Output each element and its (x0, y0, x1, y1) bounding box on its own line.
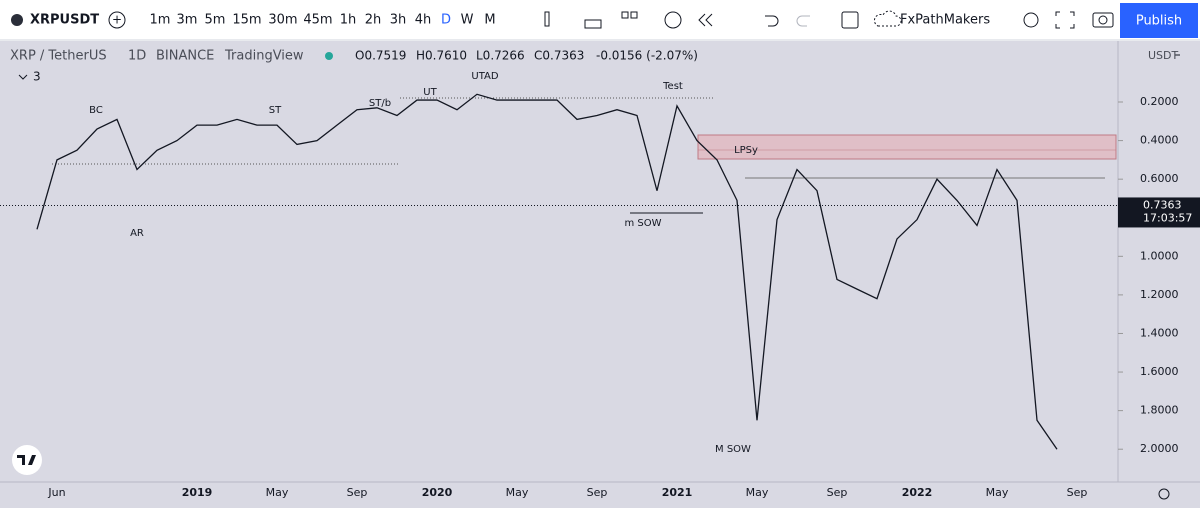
x-tick-label: Sep (1067, 486, 1088, 499)
templates-icon[interactable] (621, 11, 629, 19)
legend-high: H0.7610 (416, 49, 467, 63)
y-tick-label: 1.8000 (1140, 404, 1179, 417)
alert-icon[interactable] (664, 11, 682, 29)
x-tick-label: 2022 (902, 486, 933, 499)
x-tick-label: Sep (347, 486, 368, 499)
y-tick-label: 1.6000 (1140, 365, 1179, 378)
toolbar-icons (544, 10, 1180, 56)
legend-open: O0.7519 (355, 49, 406, 63)
cloud-icon (873, 10, 902, 27)
chart-pane (0, 41, 1118, 482)
undo-icon[interactable] (765, 15, 779, 27)
x-tick-label: Sep (587, 486, 608, 499)
annotation: UT (423, 87, 437, 98)
drawings (52, 97, 1117, 214)
annotation: ST (269, 105, 282, 116)
x-tick-label: Sep (827, 486, 848, 499)
x-tick-label: May (986, 486, 1009, 499)
x-tick-label: 2019 (182, 486, 213, 499)
symbol[interactable]: XRPUSDT (30, 13, 99, 28)
legend-change: -0.0156 (-2.07%) (596, 49, 698, 63)
snapshot-icon[interactable] (1092, 12, 1114, 28)
interval-button[interactable]: 1h (340, 13, 357, 28)
replay-icon[interactable] (698, 13, 713, 27)
collapse-icon[interactable] (18, 74, 28, 80)
interval-button[interactable]: 3h (390, 13, 407, 28)
y-tick-label: 0.2000 (1140, 95, 1179, 108)
countdown-label: 17:03:57 (1143, 211, 1192, 224)
interval-button[interactable]: 4h (415, 13, 432, 28)
fullscreen-icon[interactable] (1055, 11, 1075, 29)
currency-label[interactable]: USDT (1148, 49, 1179, 62)
templates-icon (630, 11, 638, 19)
plus-icon: + (112, 13, 122, 27)
indicator-count: 3 (33, 70, 41, 84)
annotation: Test (662, 81, 683, 92)
tradingview-logo[interactable] (12, 445, 42, 475)
market-status (325, 52, 333, 60)
annotation: BC (89, 105, 103, 116)
price-line (36, 93, 1058, 450)
interval-button[interactable]: 5m (205, 13, 226, 28)
lpsy-zone (697, 134, 1117, 160)
interval-button[interactable]: 30m (268, 13, 297, 28)
legend-interval: 1D (128, 49, 146, 64)
y-tick-label: 0.6000 (1140, 172, 1179, 185)
logo-mark (17, 455, 36, 465)
interval-button[interactable]: 15m (232, 13, 261, 28)
annotation: m SOW (624, 218, 661, 229)
interval-button[interactable]: 3m (177, 13, 198, 28)
x-tick-label: 2020 (422, 486, 453, 499)
time-axis (0, 482, 1200, 508)
y-tick-label: 1.4000 (1140, 326, 1179, 339)
interval-button[interactable]: D (441, 13, 451, 28)
y-tick-label: 0.4000 (1140, 134, 1179, 147)
interval-button[interactable]: M (484, 13, 495, 28)
interval-button[interactable]: 45m (303, 13, 332, 28)
x-tick-label: May (266, 486, 289, 499)
x-tick-label: Jun (47, 486, 65, 499)
snapshot-lens (1098, 15, 1108, 25)
layout-name[interactable]: FxPathMakers (900, 13, 990, 28)
annotation: AR (130, 228, 144, 239)
fullscreen-select[interactable] (841, 11, 859, 29)
axis-settings[interactable] (1158, 488, 1170, 500)
interval-button[interactable]: 2h (365, 13, 382, 28)
x-tick-label: May (746, 486, 769, 499)
settings-icon[interactable] (1023, 12, 1039, 28)
last-price-label: 0.7363 (1143, 198, 1182, 211)
annotation: M SOW (715, 444, 751, 455)
legend-close: C0.7363 (534, 49, 584, 63)
redo-icon[interactable] (796, 15, 810, 27)
legend-pair: XRP / TetherUS (10, 49, 107, 64)
legend-exchange: BINANCE (156, 49, 214, 64)
legend-low: L0.7266 (476, 49, 525, 63)
symbol-icon (11, 14, 23, 26)
annotation: LPSy (734, 145, 758, 156)
y-tick-label: 2.0000 (1140, 442, 1179, 455)
price-axis (1118, 41, 1200, 482)
interval-button[interactable]: W (461, 13, 474, 28)
interval-button[interactable]: 1m (150, 13, 171, 28)
y-tick-label: 1.0000 (1140, 249, 1179, 262)
y-tick-label: 1.2000 (1140, 288, 1179, 301)
indicators-icon[interactable] (584, 19, 602, 29)
compare-button[interactable] (108, 11, 126, 29)
publish-button[interactable] (1120, 3, 1198, 38)
annotation: UTAD (471, 71, 498, 82)
publish-label: Publish (1136, 14, 1182, 29)
last-price-badge (1118, 197, 1200, 228)
legend-source: TradingView (224, 49, 304, 64)
x-tick-label: May (506, 486, 529, 499)
annotation: ST/b (369, 98, 391, 109)
x-tick-label: 2021 (662, 486, 693, 499)
chart-type-icon[interactable] (544, 11, 550, 27)
